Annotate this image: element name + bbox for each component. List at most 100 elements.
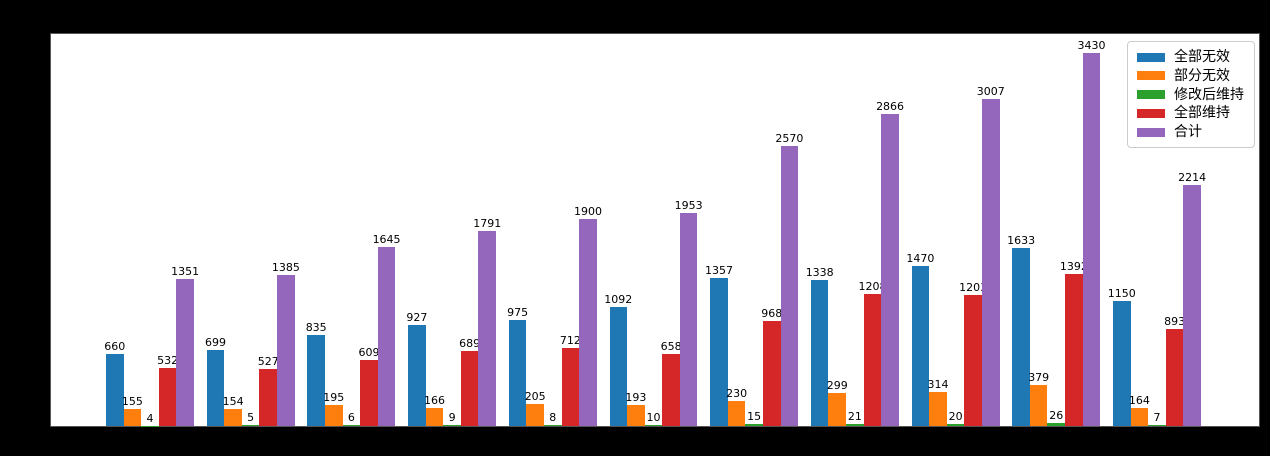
legend-item: 合计 <box>1137 125 1245 139</box>
bar-group: 660 155 4 532 1351 <box>104 266 199 426</box>
bar-value-label: 1791 <box>473 216 502 230</box>
legend-label: 全部维持 <box>1174 105 1230 122</box>
bar-value-label: 527 <box>257 354 279 368</box>
bar-total: 2866 <box>876 101 904 426</box>
bar-value-label: 26 <box>1049 409 1064 423</box>
bar-total: 1645 <box>373 234 401 426</box>
bar-value-label: 21 <box>847 409 862 423</box>
legend-item: 部分无效 <box>1137 69 1245 83</box>
bar-maintained-after-amendment: 6 <box>342 412 361 426</box>
bar-all-invalid: 975 <box>507 307 528 426</box>
bar-value-label: 660 <box>104 340 126 354</box>
bar-maintained-after-amendment: 7 <box>1148 412 1166 426</box>
bar-value-label: 1953 <box>674 199 703 213</box>
bar-value-label: 1357 <box>704 264 733 278</box>
bar-maintained-after-amendment: 9 <box>443 412 461 426</box>
bar-maintained-after-amendment: 8 <box>543 412 562 426</box>
bar-all-invalid: 1150 <box>1108 288 1136 426</box>
bar-value-label: 3007 <box>976 84 1005 98</box>
bar-maintained-after-amendment: 10 <box>644 412 663 426</box>
bar-all-maintained: 968 <box>761 308 782 426</box>
bar-group: 699 154 5 527 1385 <box>204 262 300 426</box>
bar-value-label: 1392 <box>1059 260 1088 274</box>
bar-partially-invalid: 166 <box>424 395 445 426</box>
bar-value-label: 230 <box>726 386 748 400</box>
bar-maintained-after-amendment: 15 <box>745 411 763 426</box>
bar-all-invalid: 1470 <box>906 253 934 426</box>
legend-swatch-total <box>1137 127 1165 137</box>
bar-value-label: 968 <box>761 306 783 320</box>
bar-value-label: 3430 <box>1077 38 1106 52</box>
legend-item: 全部无效 <box>1137 50 1245 64</box>
bar-all-maintained: 712 <box>560 335 581 426</box>
bar-value-label: 1385 <box>271 261 300 275</box>
bar-partially-invalid: 155 <box>122 396 143 426</box>
bar-all-invalid: 1357 <box>705 265 733 426</box>
bar-maintained-after-amendment: 20 <box>946 411 965 426</box>
bar-group: 1633 379 26 1392 3430 <box>1007 40 1105 426</box>
bar-all-maintained: 609 <box>358 347 379 426</box>
bar-total: 2570 <box>775 133 803 426</box>
bar-all-invalid: 835 <box>306 322 327 426</box>
bar-total: 1385 <box>272 262 300 426</box>
legend-item: 全部维持 <box>1137 106 1245 120</box>
bar-value-label: 658 <box>660 340 682 354</box>
bar-value-label: 5 <box>247 411 255 425</box>
bar-total: 1351 <box>171 266 199 426</box>
bar-partially-invalid: 379 <box>1028 372 1049 426</box>
bar-all-invalid: 1092 <box>604 294 632 426</box>
bar-maintained-after-amendment: 26 <box>1047 410 1066 426</box>
bar-all-maintained: 1203 <box>959 282 987 426</box>
legend-swatch-all-maintained <box>1137 108 1165 118</box>
legend-label: 部分无效 <box>1174 67 1230 84</box>
bar-partially-invalid: 314 <box>927 379 948 426</box>
bar-partially-invalid: 164 <box>1129 395 1150 426</box>
plot-area: 660 155 4 532 1351 699 154 5 527 1385 835 195 6 609 16… <box>50 33 1260 427</box>
legend-swatch-all-invalid <box>1137 52 1165 62</box>
bar-value-label: 193 <box>625 391 647 404</box>
bar-all-maintained: 1392 <box>1060 261 1088 426</box>
bar-group: 1092 193 10 658 1953 <box>604 200 703 426</box>
bar-value-label: 712 <box>559 334 581 348</box>
bar-value-label: 9 <box>448 411 456 425</box>
bar-value-label: 609 <box>358 345 380 359</box>
legend-label: 全部无效 <box>1174 49 1230 65</box>
bar-total: 1900 <box>574 206 602 426</box>
bar-value-label: 1900 <box>573 205 602 219</box>
bar-value-label: 927 <box>406 311 428 325</box>
bar-value-label: 1208 <box>858 280 887 294</box>
bar-partially-invalid: 154 <box>223 396 244 426</box>
bar-value-label: 1338 <box>805 266 834 280</box>
bar-value-label: 205 <box>524 389 546 403</box>
bar-value-label: 1645 <box>372 232 401 246</box>
bar-value-label: 689 <box>459 336 481 350</box>
bar-value-label: 15 <box>747 410 762 424</box>
bar-value-label: 699 <box>204 335 226 349</box>
legend-swatch-partially-invalid <box>1137 71 1165 81</box>
bar-value-label: 20 <box>948 409 963 423</box>
bar-value-label: 1203 <box>959 281 988 295</box>
legend-label: 合计 <box>1174 124 1202 140</box>
bar-value-label: 379 <box>1028 370 1050 384</box>
legend: 全部无效 部分无效 修改后维持 全部维持 合计 <box>1127 41 1255 148</box>
bar-value-label: 164 <box>1128 394 1150 408</box>
bar-partially-invalid: 205 <box>525 391 546 426</box>
bar-all-invalid: 660 <box>104 341 125 426</box>
bar-group: 1338 299 21 1208 2866 <box>806 101 904 426</box>
bar-value-label: 893 <box>1164 314 1186 328</box>
bar-value-label: 532 <box>157 354 179 368</box>
bar-value-label: 1351 <box>171 264 200 278</box>
bar-value-label: 1092 <box>604 293 633 307</box>
bar-total: 3007 <box>977 86 1005 426</box>
bar-all-invalid: 927 <box>406 312 427 426</box>
bar-group: 1357 230 15 968 2570 <box>705 133 803 426</box>
bar-maintained-after-amendment: 5 <box>241 412 260 426</box>
bar-total: 2214 <box>1178 172 1206 426</box>
bar-all-invalid: 1633 <box>1007 235 1035 426</box>
bar-value-label: 6 <box>347 411 355 425</box>
bar-value-label: 975 <box>507 305 529 319</box>
bar-value-label: 835 <box>305 321 327 335</box>
bar-groups: 660 155 4 532 1351 699 154 5 527 1385 835 195 6 609 16… <box>51 34 1259 426</box>
bar-value-label: 1633 <box>1007 234 1036 248</box>
